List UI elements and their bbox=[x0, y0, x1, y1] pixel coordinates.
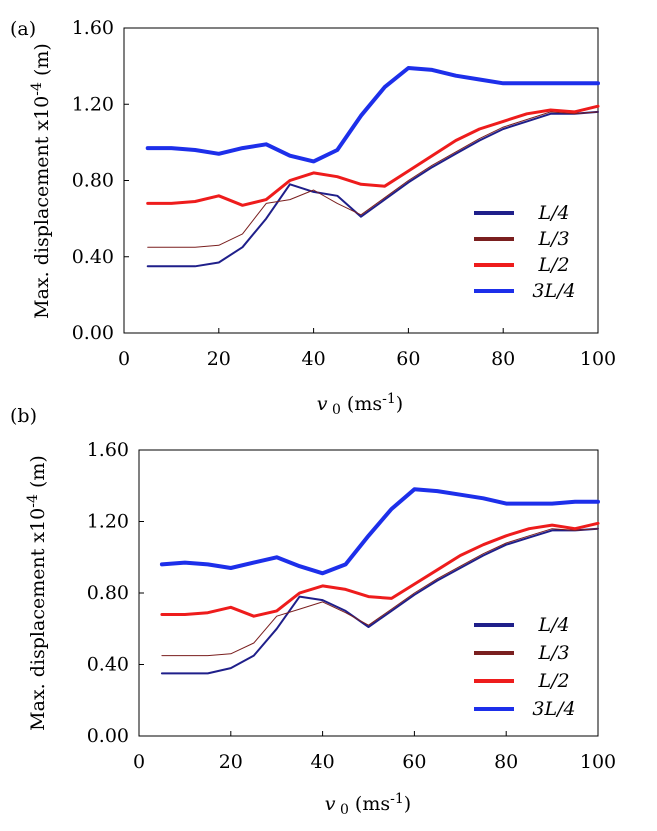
x-tick-label: 40 bbox=[311, 751, 335, 773]
series-line-l-2 bbox=[146, 104, 600, 207]
chart-panel-a: 0.00 0.40 0.80 1.20 1.60 0 20 40 60 80 100 (a) v 0 (… bbox=[10, 17, 616, 418]
x-tick-label: 100 bbox=[580, 751, 616, 773]
y-tick-label: 0.40 bbox=[87, 654, 129, 676]
legend-label: L/3 bbox=[537, 642, 569, 664]
series-line-l-3 bbox=[147, 111, 599, 248]
x-tick-label: 40 bbox=[302, 348, 326, 370]
plot-frame bbox=[138, 449, 599, 737]
x-axis-title: v 0 (ms-1) bbox=[325, 791, 411, 818]
plot-frame bbox=[123, 27, 599, 334]
series-line-l-2 bbox=[160, 521, 600, 618]
panel-label: (b) bbox=[10, 405, 37, 427]
y-tick-label: 0.00 bbox=[87, 725, 129, 747]
y-axis-title: Max. displacement x10-4 (m) bbox=[29, 43, 53, 319]
y-tick-label: 0.80 bbox=[72, 170, 114, 192]
x-axis-title: v 0 (ms-1) bbox=[317, 391, 403, 418]
panel-label: (a) bbox=[10, 18, 36, 40]
x-tick-label: 60 bbox=[396, 348, 420, 370]
series-line-l-4 bbox=[160, 527, 599, 675]
x-tick-label: 80 bbox=[494, 751, 518, 773]
legend-label: 3L/4 bbox=[532, 280, 575, 302]
y-tick-label: 0.80 bbox=[87, 582, 129, 604]
y-tick-label: 0.40 bbox=[72, 246, 114, 268]
legend-label: L/2 bbox=[537, 254, 569, 276]
y-tick-label: 0.00 bbox=[72, 322, 114, 344]
y-tick-label: 1.60 bbox=[72, 17, 114, 39]
x-tick-label: 20 bbox=[219, 751, 243, 773]
y-tick-label: 1.20 bbox=[87, 511, 129, 533]
legend-label: L/2 bbox=[537, 670, 569, 692]
y-tick-label: 1.20 bbox=[72, 93, 114, 115]
x-tick-label: 100 bbox=[580, 348, 616, 370]
series-line-l-4 bbox=[146, 110, 599, 268]
series-line-3l-4 bbox=[159, 487, 600, 576]
legend: L/4 L/3 L/2 3L/4 bbox=[474, 614, 576, 720]
x-tick-label: 0 bbox=[133, 751, 145, 773]
legend-label: L/4 bbox=[537, 614, 569, 636]
legend: L/4 L/3 L/2 3L/4 bbox=[474, 202, 576, 302]
legend-label: 3L/4 bbox=[532, 698, 575, 720]
x-tick-label: 20 bbox=[207, 348, 231, 370]
y-tick-label: 1.60 bbox=[87, 439, 129, 461]
y-axis-title: Max. displacement x10-4 (m) bbox=[25, 455, 49, 731]
series-line-3l-4 bbox=[145, 66, 600, 164]
x-tick-label: 80 bbox=[491, 348, 515, 370]
legend-label: L/4 bbox=[537, 202, 569, 224]
x-tick-label: 60 bbox=[402, 751, 426, 773]
x-tick-label: 0 bbox=[118, 348, 130, 370]
chart-panel-b: 0.00 0.40 0.80 1.20 1.60 0 20 40 60 80 100 (b) v 0 (… bbox=[10, 405, 616, 818]
series-line-l-3 bbox=[161, 528, 599, 657]
legend-label: L/3 bbox=[537, 228, 569, 250]
